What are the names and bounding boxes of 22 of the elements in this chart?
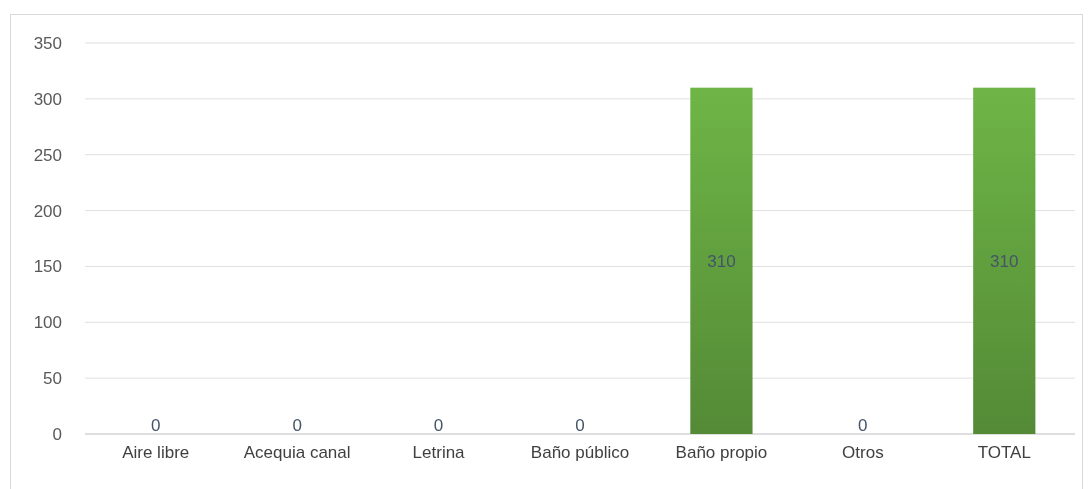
y-tick-label: 100 <box>33 313 62 333</box>
x-tick-label: Acequia canal <box>243 443 351 463</box>
y-tick-label: 200 <box>33 201 62 221</box>
x-tick-label: Baño propio <box>675 443 768 463</box>
data-label: 310 <box>707 251 736 271</box>
data-label: 0 <box>858 416 868 435</box>
x-tick-label: Otros <box>842 443 884 463</box>
y-tick-label: 0 <box>52 424 62 444</box>
data-label: 0 <box>150 416 161 435</box>
y-tick-label: 50 <box>43 369 62 389</box>
data-label: 0 <box>433 416 444 435</box>
y-tick-label: 300 <box>33 89 62 109</box>
y-tick-label: 350 <box>33 33 62 53</box>
y-tick-label: 250 <box>33 145 62 165</box>
x-tick-label: TOTAL <box>977 443 1031 463</box>
data-label: 0 <box>292 416 302 435</box>
y-tick-label: 150 <box>33 257 62 277</box>
data-label: 310 <box>990 251 1019 271</box>
data-label: 0 <box>575 416 585 435</box>
x-tick-label: Letrina <box>412 443 466 463</box>
x-tick-label: Aire libre <box>122 443 190 463</box>
x-tick-label: Baño público <box>530 443 630 463</box>
